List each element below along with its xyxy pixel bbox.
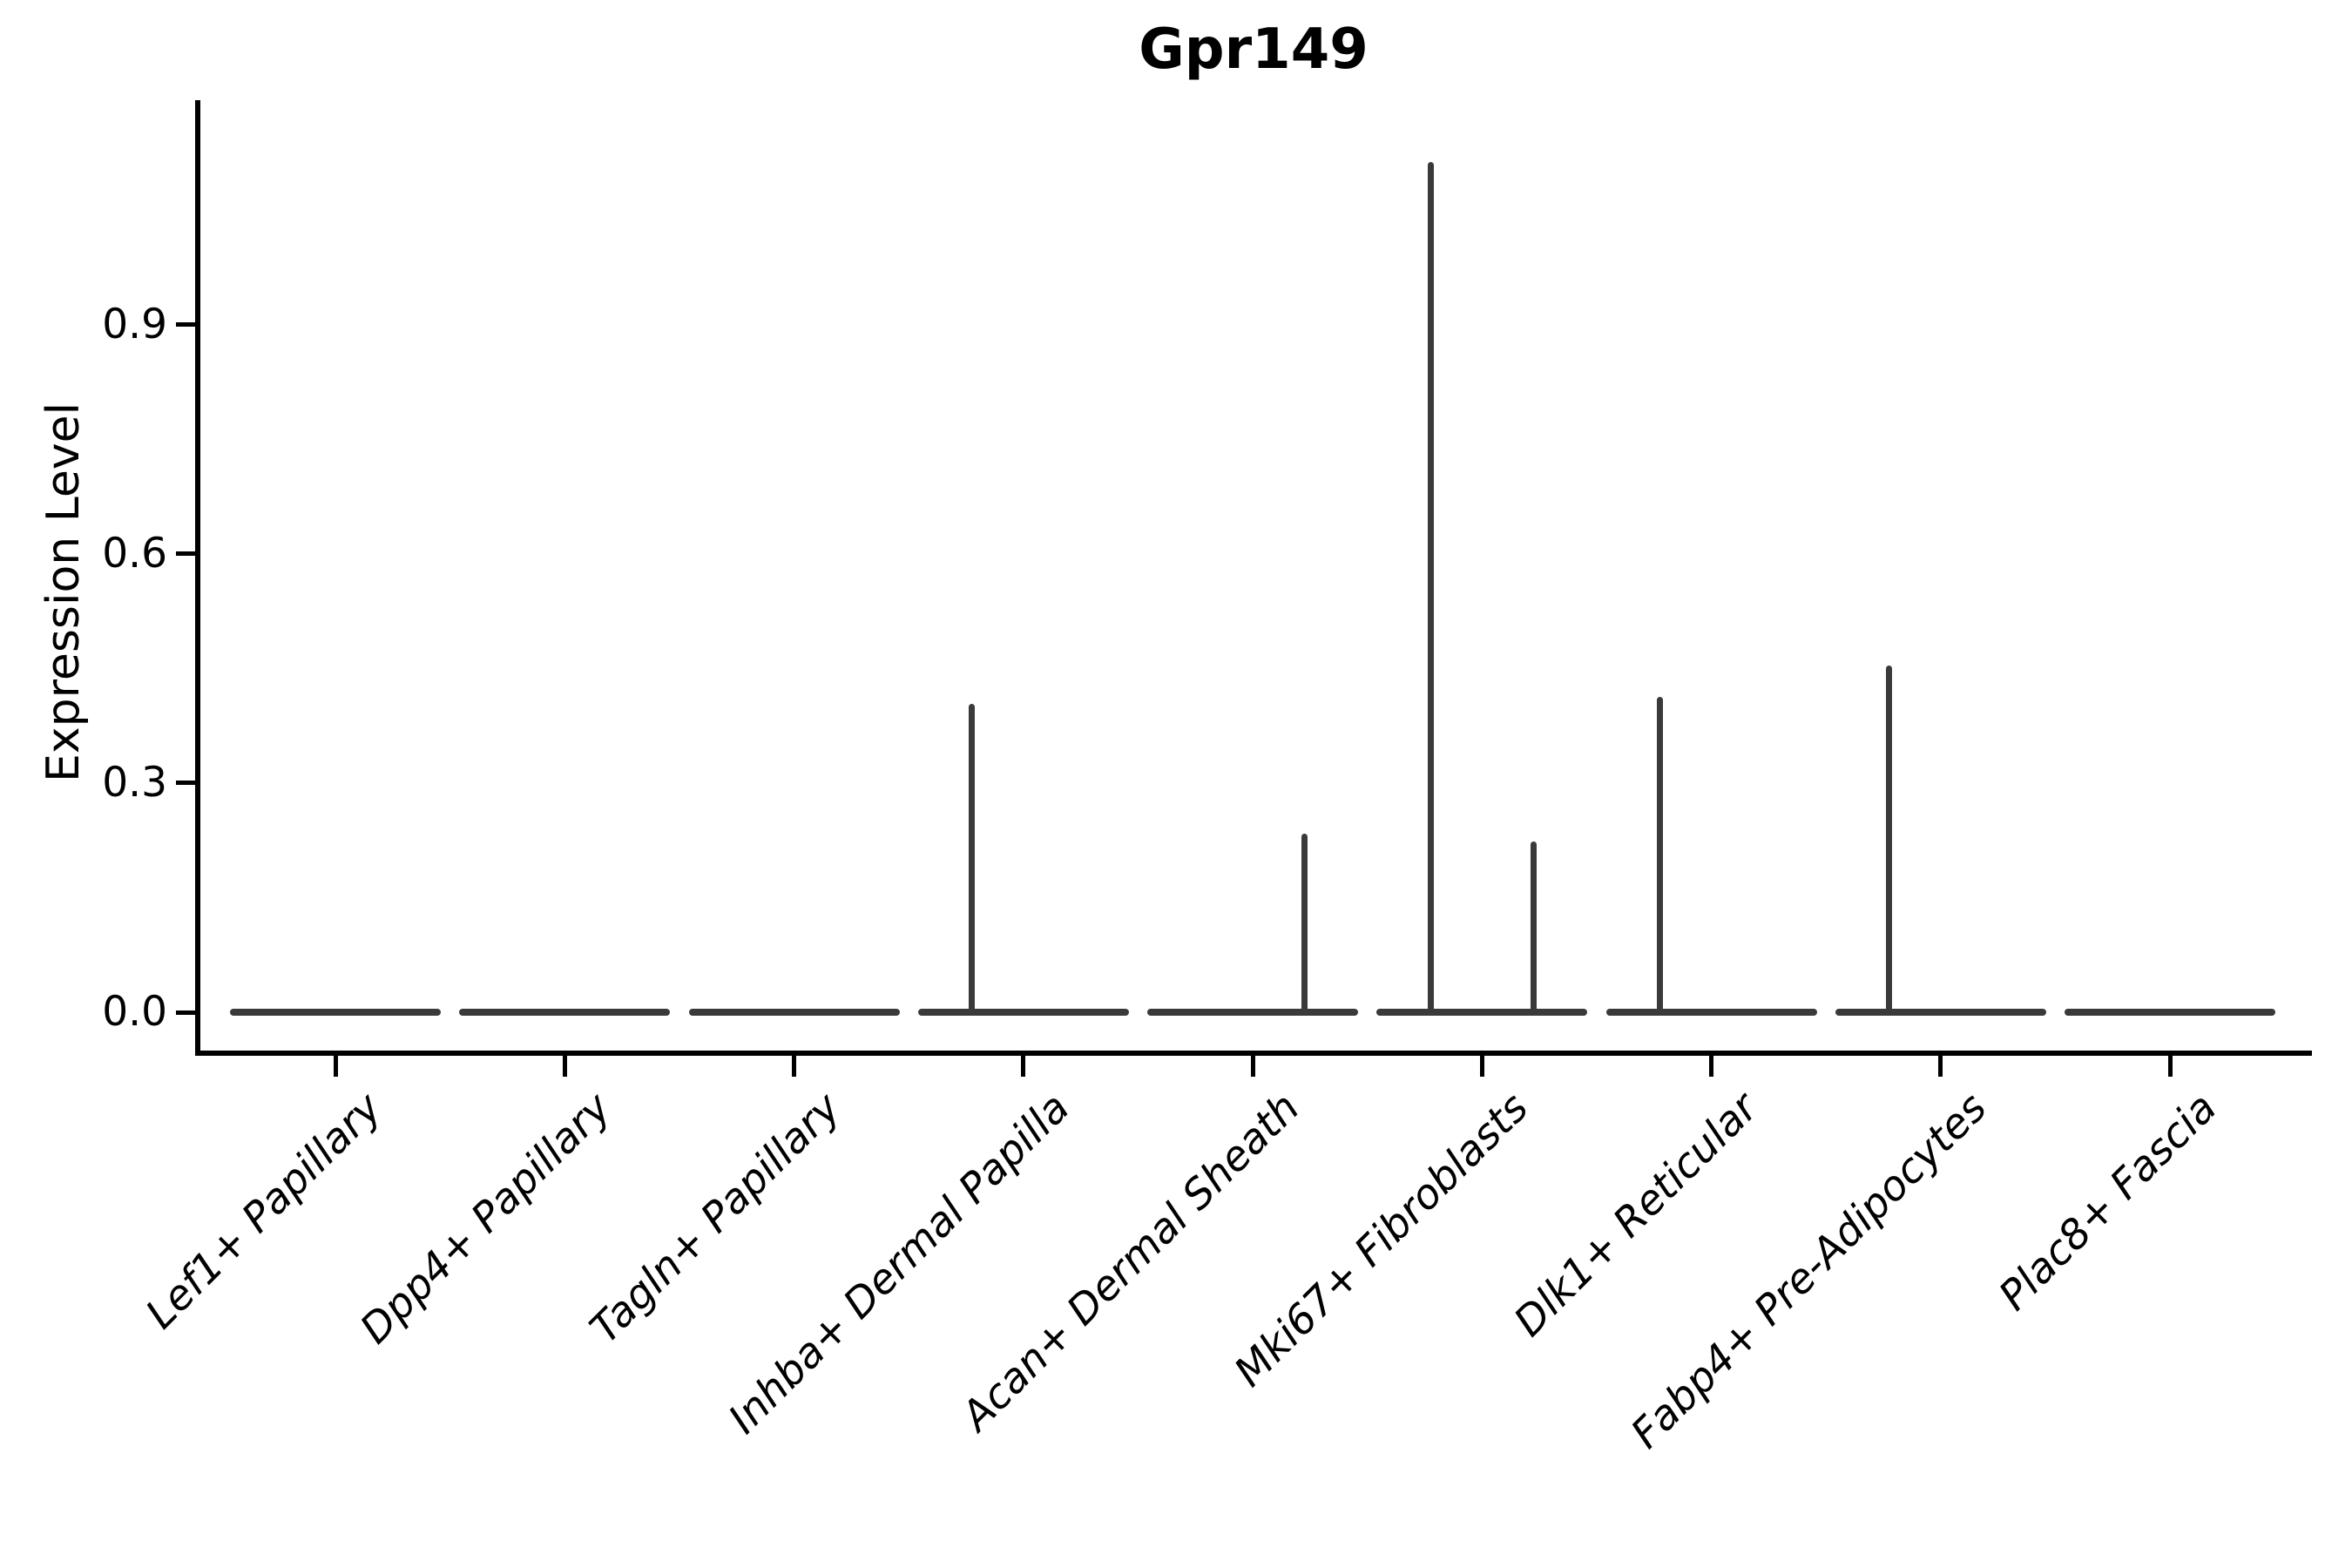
violin-base: [2065, 1009, 2275, 1016]
x-tick-mark: [1709, 1056, 1713, 1077]
y-axis-spine: [195, 100, 200, 1056]
violin-base: [1376, 1009, 1588, 1016]
y-tick-label: 0.6: [102, 529, 167, 578]
violin-spike: [969, 704, 976, 1016]
violin-spike: [1657, 696, 1663, 1016]
x-tick-label: Lef1+ Papillary: [137, 1084, 392, 1339]
violin-base: [1147, 1009, 1358, 1016]
y-tick-mark: [176, 781, 195, 786]
violin-base: [917, 1009, 1129, 1016]
violin-spike: [1427, 161, 1434, 1016]
x-tick-mark: [1021, 1056, 1026, 1077]
x-tick-mark: [1250, 1056, 1255, 1077]
x-tick-label: Tagln+ Papillary: [580, 1084, 850, 1353]
y-tick-mark: [176, 322, 195, 328]
x-tick-label: Plac8+ Fascia: [1990, 1084, 2227, 1321]
chart-title: Gpr149: [1139, 17, 1369, 82]
x-tick-mark: [333, 1056, 338, 1077]
y-tick-label: 0.3: [102, 758, 167, 807]
x-tick-mark: [792, 1056, 796, 1077]
y-tick-label: 0.0: [102, 988, 167, 1036]
y-tick-mark: [176, 1010, 195, 1015]
violin-base: [688, 1009, 900, 1016]
violin-spike: [1301, 834, 1308, 1016]
x-tick-mark: [1479, 1056, 1484, 1077]
x-tick-mark: [2167, 1056, 2173, 1077]
violin-base: [230, 1009, 441, 1016]
x-axis-spine: [195, 1051, 2312, 1056]
violin-base: [1835, 1009, 2046, 1016]
x-tick-mark: [1938, 1056, 1943, 1077]
violin-base: [1605, 1009, 1817, 1016]
x-tick-mark: [562, 1056, 567, 1077]
y-tick-label: 0.9: [102, 300, 167, 348]
violin-spike: [1530, 841, 1537, 1016]
violin-base: [459, 1009, 671, 1016]
y-tick-mark: [176, 551, 195, 557]
x-tick-label: Dpp4+ Papillary: [351, 1084, 621, 1354]
violin-spike: [1886, 666, 1893, 1016]
x-tick-label: Dlk1+ Reticular: [1504, 1084, 1767, 1347]
y-axis-label: Expression Level: [37, 402, 90, 783]
